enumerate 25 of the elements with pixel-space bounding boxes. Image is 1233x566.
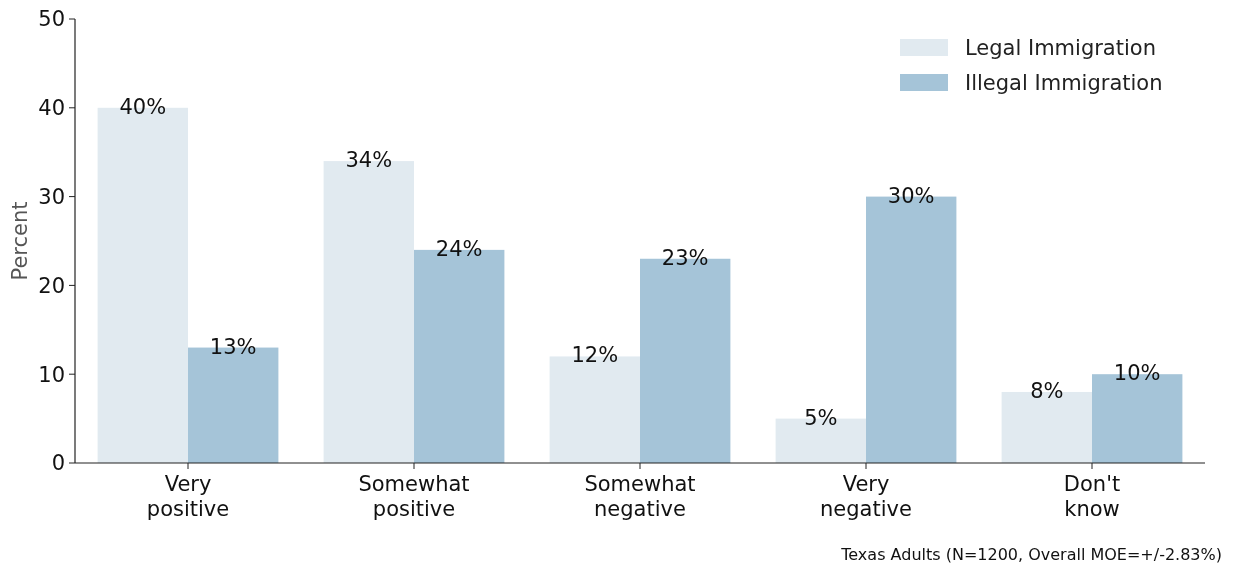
- data-label: 24%: [435, 236, 483, 261]
- data-label: 10%: [1113, 361, 1161, 386]
- data-label: 30%: [887, 183, 935, 208]
- data-label: 13%: [209, 334, 257, 359]
- data-label: 23%: [661, 245, 709, 270]
- y-tick-label: 50: [38, 7, 65, 32]
- legend-label: Legal Immigration: [965, 36, 1156, 60]
- x-tick-label: Very positive: [146, 472, 230, 521]
- y-tick-label: 20: [38, 273, 65, 298]
- data-label: 12%: [571, 343, 619, 368]
- x-tick-label: Somewhat positive: [358, 472, 470, 521]
- y-tick-label: 10: [38, 362, 65, 387]
- x-tick-label: Somewhat negative: [584, 472, 696, 521]
- text: Texas Adults (N=1200, Overall MOE=+/-2.83%): [840, 545, 1222, 564]
- x-tick-label: Don't know: [1063, 472, 1121, 521]
- y-axis-title: Percent: [8, 201, 32, 281]
- data-label: 5%: [804, 405, 838, 430]
- data-label: 34%: [345, 148, 393, 173]
- y-tick-label: 40: [38, 96, 65, 121]
- x-tick-label: Very negative: [820, 472, 912, 521]
- data-label: 8%: [1030, 378, 1064, 403]
- y-tick-label: 0: [51, 451, 65, 476]
- y-tick-label: 30: [38, 184, 65, 209]
- legend-label: Illegal Immigration: [965, 71, 1163, 95]
- data-label: 40%: [119, 94, 167, 119]
